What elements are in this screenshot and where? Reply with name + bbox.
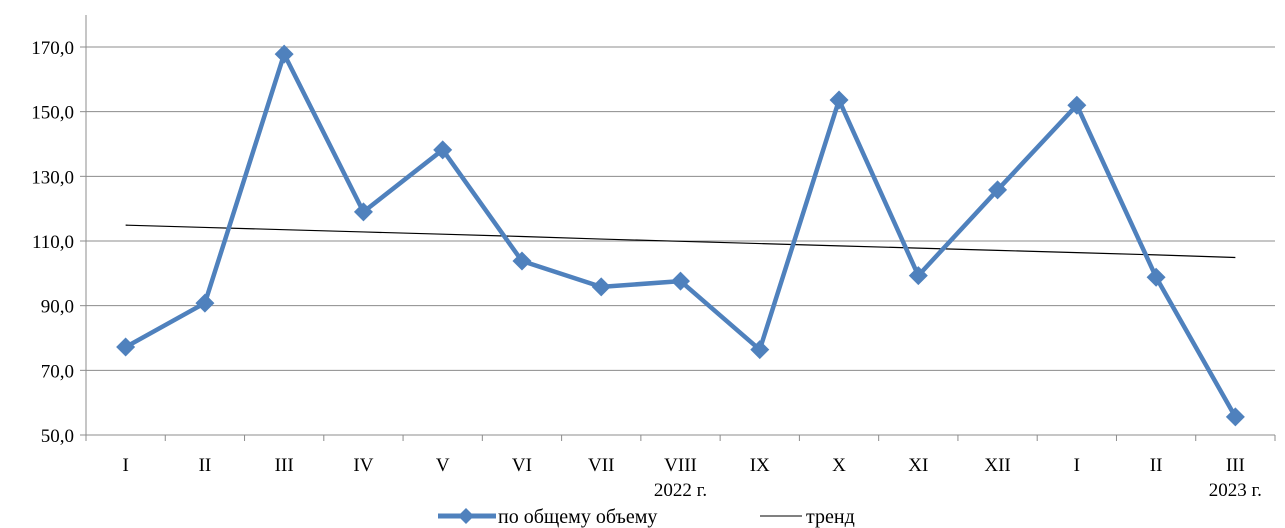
data-point-marker: [353, 202, 373, 222]
x-tick-label: IV: [353, 455, 373, 476]
data-point-marker: [116, 337, 136, 357]
data-point-marker: [750, 340, 770, 360]
x-axis-tick-labels: I II III IV V VI VII VIII IX X XI XII I II III: [122, 455, 1244, 476]
x-tick-label: II: [199, 455, 212, 476]
x-tick-label: VII: [588, 455, 614, 476]
x-tick-label: III: [1226, 455, 1245, 476]
data-point-marker: [274, 44, 294, 64]
axes: [80, 15, 1276, 441]
trend-line: [125, 224, 1236, 259]
series-line-main: [124, 51, 1238, 419]
x-tick-label: I: [1074, 455, 1080, 476]
year-label: 2023 г.: [1209, 480, 1262, 501]
data-point-marker: [591, 277, 611, 297]
data-point-marker: [512, 251, 532, 271]
data-point-marker: [829, 90, 849, 110]
x-tick-label: VIII: [664, 455, 697, 476]
y-tick-label: 150,0: [31, 103, 74, 124]
y-tick-label: 50,0: [41, 426, 74, 447]
data-point-marker: [671, 271, 690, 291]
data-point-marker: [1225, 407, 1245, 427]
x-tick-label: XI: [908, 455, 928, 476]
x-tick-label: VI: [512, 455, 532, 476]
x-tick-label: II: [1150, 455, 1163, 476]
x-tick-label: III: [275, 455, 294, 476]
legend-label-series-main: по общему объему: [498, 506, 657, 528]
y-tick-label: 110,0: [32, 232, 74, 253]
y-axis-tick-labels: 50,0 70,0 90,0 110,0 130,0 150,0 170,0: [31, 38, 74, 447]
year-label: 2022 г.: [654, 480, 707, 501]
series-layer: [116, 44, 1245, 427]
data-point-marker: [988, 180, 1008, 200]
data-point-marker: [908, 266, 928, 286]
year-labels: 2022 г. 2023 г.: [654, 480, 1262, 501]
x-tick-label: XII: [984, 455, 1010, 476]
y-tick-label: 90,0: [41, 297, 74, 318]
x-tick-label: V: [436, 455, 450, 476]
data-point-marker: [1146, 267, 1166, 287]
x-tick-label: I: [122, 455, 128, 476]
data-point-marker: [195, 293, 215, 313]
x-tick-label: X: [832, 455, 846, 476]
x-tick-label: IX: [750, 455, 770, 476]
y-tick-label: 70,0: [41, 361, 74, 382]
data-point-marker: [433, 140, 453, 160]
data-point-marker: [1067, 95, 1087, 115]
legend: по общему объему тренд: [438, 506, 855, 528]
gridlines: [86, 46, 1275, 371]
y-tick-label: 170,0: [31, 38, 74, 59]
y-tick-label: 130,0: [31, 167, 74, 188]
legend-marker-diamond: [458, 508, 474, 524]
legend-label-trend: тренд: [806, 506, 855, 528]
